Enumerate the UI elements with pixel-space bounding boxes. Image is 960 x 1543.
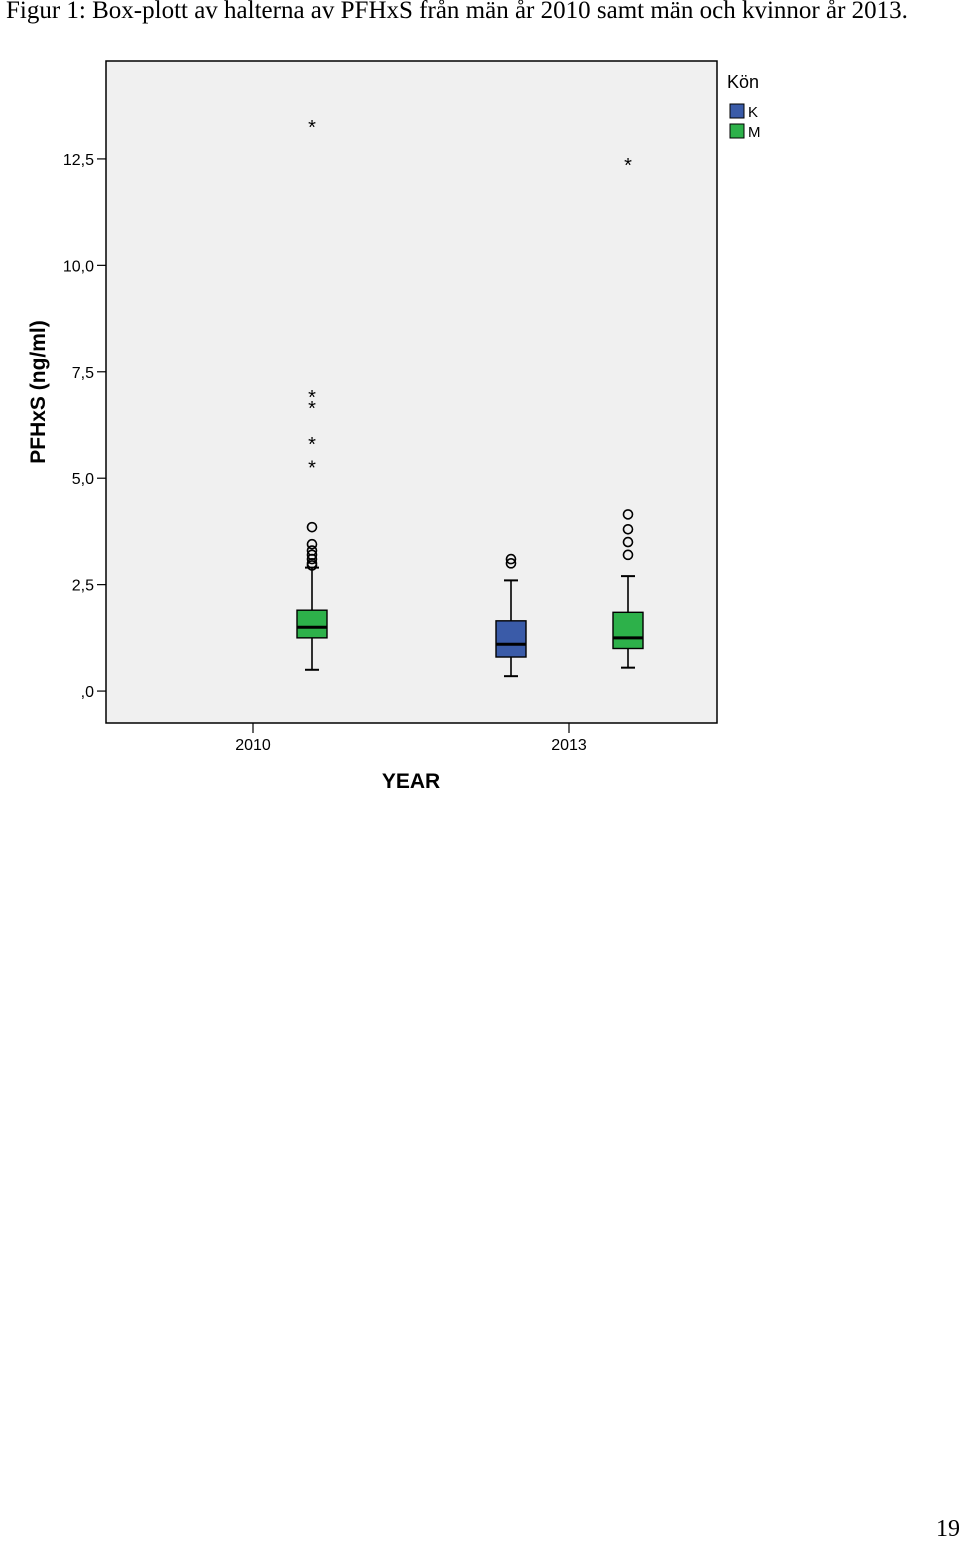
x-axis-label: YEAR: [382, 770, 440, 793]
page-number: 19: [936, 1516, 960, 1542]
x-tick-label: 2013: [551, 737, 587, 754]
y-axis-label: PFHxS (ng/ml): [27, 320, 50, 464]
extreme-point: *: [308, 398, 316, 420]
y-tick-label: 10,0: [63, 258, 94, 275]
extreme-point: *: [624, 155, 632, 177]
extreme-point: *: [308, 117, 316, 139]
y-tick-label: 7,5: [72, 365, 94, 382]
y-tick-label: 2,5: [72, 578, 94, 595]
extreme-point: *: [308, 457, 316, 479]
box-2013-K: [495, 553, 527, 678]
y-tick-label: 12,5: [63, 152, 94, 169]
y-tick-label: ,0: [81, 684, 94, 701]
legend-swatch-K: [729, 103, 745, 119]
y-tick-label: 5,0: [72, 471, 94, 488]
extreme-point: *: [308, 434, 316, 456]
outlier-point: [306, 538, 318, 550]
outlier-point: [306, 549, 318, 561]
extreme-point: *: [308, 387, 316, 409]
x-tick-label: 2010: [235, 737, 271, 754]
legend-swatch-M: [729, 123, 745, 139]
legend-label-M: M: [748, 124, 761, 141]
outlier-point: [622, 536, 634, 548]
box-2010-M: *****: [296, 117, 328, 671]
box-group: ******: [296, 117, 644, 678]
iqr-box: [495, 620, 527, 658]
y-axis: ,0 2,5 5,0 7,5 10,0 12,5: [63, 152, 106, 701]
x-axis: 2010 2013: [235, 723, 587, 754]
outlier-point: [306, 521, 318, 533]
box-2013-M: *: [612, 155, 644, 669]
outlier-point: [505, 558, 517, 569]
outlier-point: [622, 509, 634, 520]
boxplot-chart: ,02,55,07,510,012,5 2010 2013 ****** PFHx…: [27, 60, 761, 793]
iqr-box: [612, 611, 644, 650]
outlier-point: [622, 549, 634, 561]
outlier-point: [622, 523, 634, 535]
outlier-point: [505, 553, 517, 565]
figure-caption: Figur 1: Box-plott av halterna av PFHxS …: [6, 0, 908, 24]
legend: Kön KM: [727, 72, 761, 141]
iqr-box: [296, 609, 328, 639]
legend-title: Kön: [727, 72, 759, 92]
outlier-point: [306, 545, 318, 556]
legend-label-K: K: [748, 104, 758, 121]
